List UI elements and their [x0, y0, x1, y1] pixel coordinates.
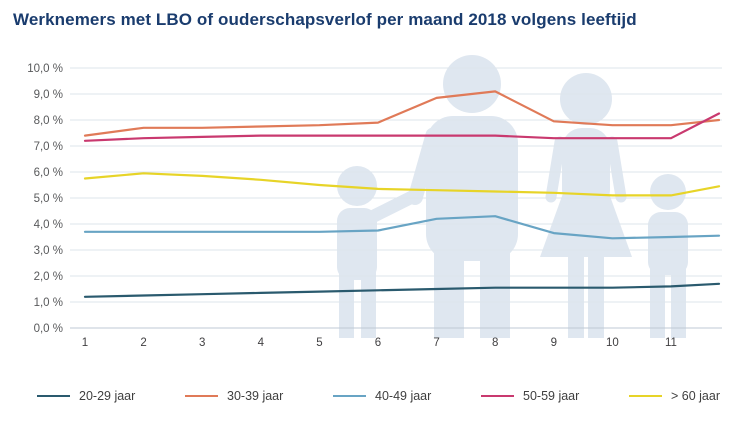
- series-lines: [83, 90, 721, 298]
- legend-item: 30-39 jaar: [185, 389, 283, 403]
- x-tick-label: 7: [433, 337, 439, 349]
- legend-swatch: [333, 395, 366, 397]
- y-axis-labels: 0,0 % 1,0 % 2,0 % 3,0 % 4,0 % 5,0 % 6,0 % 7,0 %…: [27, 63, 63, 335]
- y-tick-label: 7,0 %: [34, 141, 63, 153]
- x-axis-labels: 1 2 3 4 5 6 7 8 9 10 11: [82, 337, 677, 349]
- woman-silhouette-icon: [540, 73, 632, 338]
- x-tick-label: 2: [140, 337, 146, 349]
- series-line-30-39-jaar: [83, 90, 721, 137]
- legend-label: 40-49 jaar: [375, 389, 432, 403]
- x-tick-label: 11: [665, 337, 677, 349]
- y-tick-label: 10,0 %: [27, 63, 63, 75]
- y-tick-label: 6,0 %: [34, 167, 63, 179]
- man-silhouette-icon: [407, 55, 518, 338]
- legend-item: 20-29 jaar: [37, 389, 135, 403]
- y-tick-label: 0,0 %: [34, 323, 63, 335]
- legend-swatch: [37, 395, 70, 397]
- y-tick-label: 2,0 %: [34, 271, 63, 283]
- x-tick-label: 3: [199, 337, 205, 349]
- legend-label: > 60 jaar: [671, 389, 720, 403]
- y-tick-label: 4,0 %: [34, 219, 63, 231]
- y-tick-label: 9,0 %: [34, 89, 63, 101]
- legend-label: 50-59 jaar: [523, 389, 580, 403]
- legend-item: 40-49 jaar: [333, 389, 431, 403]
- x-tick-label: 6: [375, 337, 381, 349]
- child-silhouette-icon: [648, 174, 688, 338]
- legend-label: 30-39 jaar: [227, 389, 284, 403]
- series-line-50-59-jaar: [83, 112, 721, 142]
- legend: 20-29 jaar 30-39 jaar 40-49 jaar 50-59 jaar…: [0, 383, 750, 409]
- x-tick-label: 10: [606, 337, 619, 349]
- legend-swatch: [629, 395, 662, 397]
- series-line-40-49-jaar: [83, 215, 721, 240]
- x-tick-label: 1: [82, 337, 88, 349]
- x-tick-label: 9: [551, 337, 557, 349]
- y-tick-label: 8,0 %: [34, 115, 63, 127]
- legend-label: 20-29 jaar: [79, 389, 136, 403]
- line-chart: 0,0 % 1,0 % 2,0 % 3,0 % 4,0 % 5,0 % 6,0 % 7,0 %…: [27, 55, 722, 349]
- series-line-20-29-jaar: [83, 282, 721, 298]
- legend-swatch: [481, 395, 514, 397]
- gridlines: [70, 67, 722, 329]
- legend-swatch: [185, 395, 218, 397]
- y-tick-label: 3,0 %: [34, 245, 63, 257]
- legend-item: 50-59 jaar: [481, 389, 579, 403]
- x-tick-label: 4: [258, 337, 265, 349]
- boy-silhouette-icon: [337, 166, 423, 338]
- x-tick-label: 8: [492, 337, 498, 349]
- y-tick-label: 1,0 %: [34, 297, 63, 309]
- y-tick-label: 5,0 %: [34, 193, 63, 205]
- series-line-60-jaar: [83, 172, 721, 197]
- x-tick-label: 5: [316, 337, 322, 349]
- legend-item: > 60 jaar: [629, 389, 720, 403]
- chart-title: Werknemers met LBO of ouderschapsverlof …: [13, 10, 637, 29]
